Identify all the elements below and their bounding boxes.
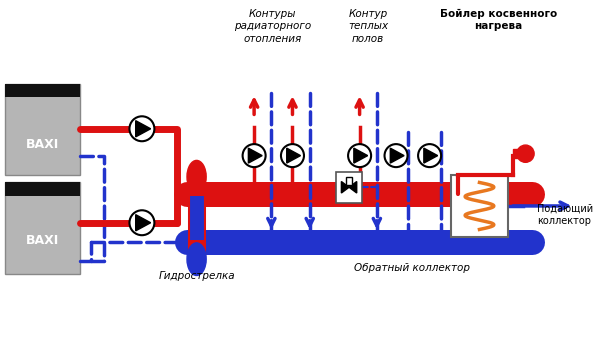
Polygon shape — [341, 182, 349, 193]
Polygon shape — [424, 148, 438, 163]
Circle shape — [243, 144, 265, 167]
Text: Контур
теплых
полов: Контур теплых полов — [348, 9, 388, 44]
Bar — [5, 84, 80, 97]
Circle shape — [281, 144, 304, 167]
Ellipse shape — [187, 160, 206, 193]
Bar — [335, 172, 362, 203]
Circle shape — [129, 116, 155, 141]
Polygon shape — [513, 149, 525, 157]
Text: BAXI: BAXI — [26, 138, 59, 151]
Circle shape — [418, 144, 441, 167]
Text: Подающий
коллектор: Подающий коллектор — [537, 204, 593, 226]
Text: Гидрострелка: Гидрострелка — [158, 271, 235, 281]
Bar — [450, 175, 508, 237]
Circle shape — [129, 210, 155, 235]
FancyBboxPatch shape — [5, 183, 80, 274]
Bar — [346, 177, 352, 185]
FancyBboxPatch shape — [5, 84, 80, 175]
Polygon shape — [136, 121, 151, 137]
Polygon shape — [391, 148, 404, 163]
Text: Контуры
радиаторного
отопления: Контуры радиаторного отопления — [234, 9, 311, 44]
Polygon shape — [287, 148, 301, 163]
Bar — [5, 183, 80, 196]
Polygon shape — [349, 182, 357, 193]
Circle shape — [348, 144, 371, 167]
Text: Бойлер косвенного
нагрева: Бойлер косвенного нагрева — [440, 9, 557, 31]
Text: BAXI: BAXI — [26, 234, 59, 246]
Ellipse shape — [187, 243, 206, 275]
Polygon shape — [249, 148, 262, 163]
Polygon shape — [136, 215, 151, 231]
Text: Обратный коллектор: Обратный коллектор — [355, 263, 470, 273]
Circle shape — [385, 144, 407, 167]
Polygon shape — [354, 148, 368, 163]
Circle shape — [517, 145, 534, 162]
